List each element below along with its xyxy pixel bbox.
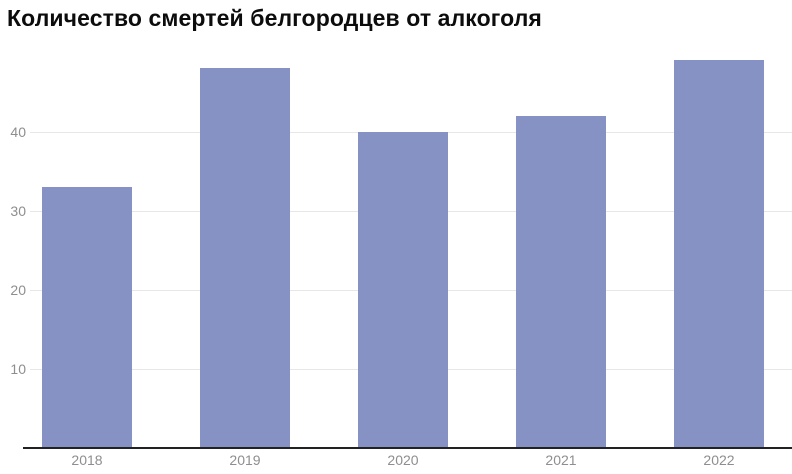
bar-2019	[200, 68, 290, 448]
bar-2021	[516, 116, 606, 448]
bar-2018	[42, 187, 132, 448]
x-tick-label-2019: 2019	[229, 452, 261, 468]
x-tick-label-2018: 2018	[71, 452, 103, 468]
bar-2022	[674, 60, 764, 448]
y-tick-label-30: 30	[10, 203, 26, 219]
x-tick-label-2020: 2020	[387, 452, 419, 468]
y-tick-label-20: 20	[10, 282, 26, 298]
x-tick-label-2022: 2022	[703, 452, 735, 468]
chart-title: Количество смертей белгородцев от алкого…	[7, 5, 542, 31]
bar-2020	[358, 132, 448, 448]
x-tick-label-2021: 2021	[545, 452, 577, 468]
x-axis-line	[23, 447, 792, 449]
y-tick-label-10: 10	[10, 361, 26, 377]
y-tick-label-40: 40	[10, 124, 26, 140]
